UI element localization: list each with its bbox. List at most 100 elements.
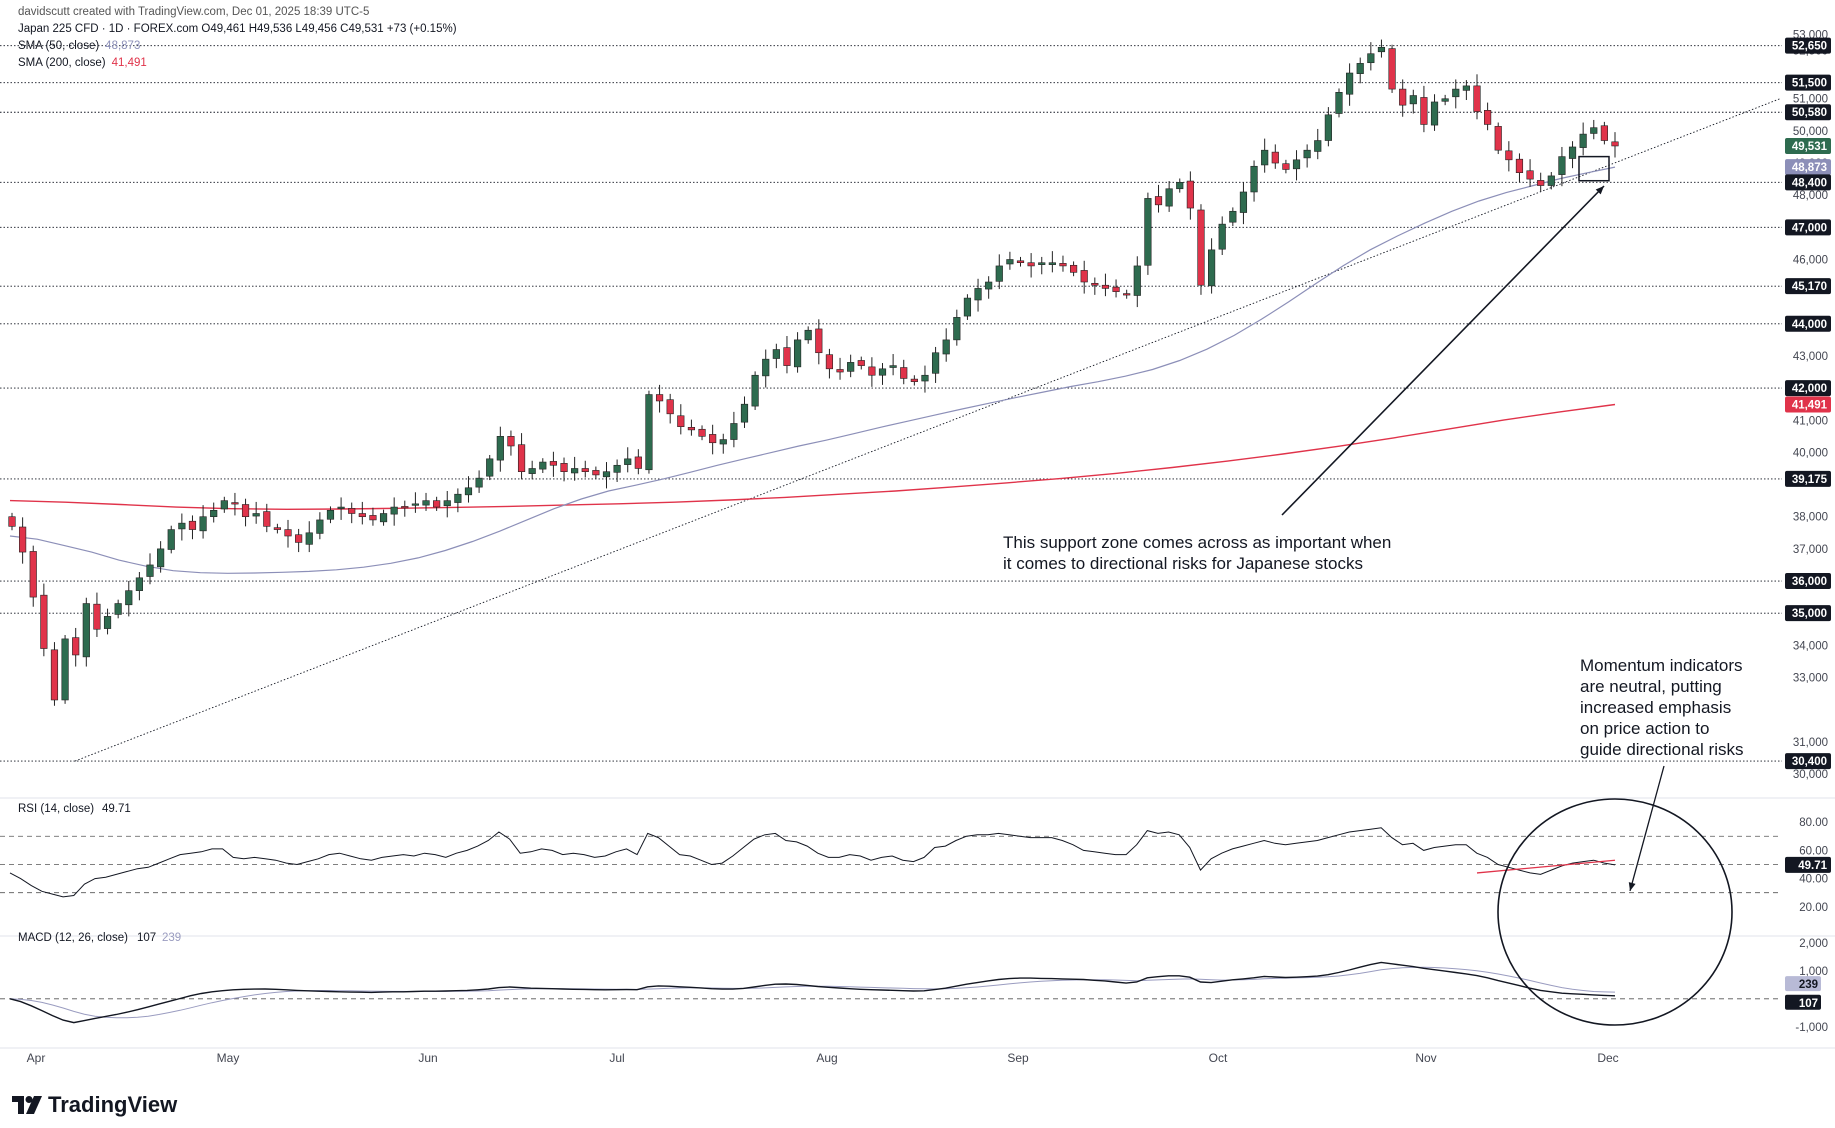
price-label-bg [1785, 470, 1831, 487]
support-arrow-line [1281, 185, 1605, 516]
candle-down [1515, 158, 1524, 173]
price-label-text: 49,531 [1792, 141, 1828, 153]
candle-down [433, 500, 441, 508]
y-tick-label: 50,000 [1793, 126, 1828, 138]
created-by-label: davidscutt created with TradingView.com,… [18, 6, 370, 18]
candle-down [1420, 97, 1428, 125]
momentum-annotation-line: guide directional risks [1580, 740, 1743, 759]
price-label-bg [1785, 573, 1831, 590]
candle-up [1367, 53, 1375, 64]
x-month-label: Oct [1209, 1051, 1228, 1065]
candle-up [199, 516, 207, 532]
x-month-label: Nov [1415, 1051, 1436, 1065]
candle-down [284, 529, 292, 537]
trendline [74, 98, 1781, 762]
price-label-badge: 49,531 [1785, 137, 1831, 154]
candle-up [772, 349, 780, 359]
macd-y-tick: 2,000 [1799, 938, 1828, 950]
price-label-bg [1785, 37, 1831, 54]
candle-down [50, 649, 59, 701]
y-tick-label: 48,000 [1793, 190, 1828, 202]
candle-up [326, 509, 335, 520]
macd-value-badge-bg [1785, 994, 1821, 1010]
candle-down [815, 328, 823, 354]
x-month-label: Jul [609, 1051, 624, 1065]
candle-up [422, 500, 430, 506]
price-label-bg [1785, 315, 1831, 332]
candle-up [847, 362, 855, 372]
annotation-arrows [1281, 185, 1665, 892]
macd-line [9, 961, 1616, 1024]
sma200-path [9, 403, 1616, 511]
macd-value-badge-text: 107 [1799, 998, 1818, 1010]
candle-up [719, 439, 727, 445]
candle-up [305, 532, 313, 545]
candle-up [1303, 149, 1311, 159]
sma50-line [9, 166, 1616, 574]
candle-down [677, 415, 685, 427]
candle-down [273, 527, 281, 530]
candle-down [1197, 209, 1205, 286]
candle-up [1144, 198, 1152, 266]
candle-up [486, 458, 494, 477]
candle-up [157, 548, 165, 568]
candle-down [1112, 286, 1120, 292]
sma200-label: SMA (200, close) [18, 57, 106, 69]
rsi-y-tick: 80.00 [1799, 817, 1828, 829]
candle-down [1069, 264, 1078, 273]
momentum-annotation-line: on price action to [1580, 719, 1709, 738]
candle-up [1208, 249, 1216, 287]
y-tick-label: 30,000 [1793, 769, 1828, 781]
candle-down [560, 463, 568, 472]
price-label-badge: 45,170 [1785, 278, 1831, 295]
candle-down [1154, 196, 1163, 206]
candle-down [1494, 126, 1502, 151]
candle-up [539, 461, 547, 470]
y-tick-label: 43,000 [1793, 351, 1828, 363]
momentum-circle [1497, 798, 1733, 1026]
candle-up [740, 403, 749, 423]
candle-down [1027, 262, 1035, 267]
tradingview-logo[interactable]: TradingView [12, 1092, 177, 1118]
price-label-text: 44,000 [1792, 319, 1827, 331]
candle-up [125, 590, 133, 606]
price-label-badge: 36,000 [1785, 573, 1831, 590]
momentum-arrow-head [1628, 882, 1636, 891]
candle-down [517, 444, 526, 472]
candle-up [974, 288, 982, 301]
candle-up [82, 603, 90, 658]
candle-up [316, 519, 324, 534]
x-month-label: Apr [27, 1051, 46, 1065]
candle-down [40, 594, 48, 649]
candle-down [358, 513, 366, 518]
sma50-path [9, 166, 1616, 574]
candle-up [624, 458, 632, 465]
candle-up [1335, 92, 1343, 114]
price-label-badge: 48,873 [1785, 159, 1831, 176]
sma50-value: 48,873 [105, 40, 141, 52]
candle-down [1101, 284, 1110, 289]
candle-up [252, 513, 260, 517]
candle-up [220, 500, 228, 510]
candle-down [634, 456, 642, 469]
y-tick-label: 40,000 [1793, 447, 1828, 459]
candle-up [178, 522, 186, 530]
candle-down [592, 470, 600, 476]
candle-up [1314, 140, 1322, 152]
candle-up [1165, 188, 1173, 207]
candle-down [1271, 151, 1279, 164]
rsi-pane: RSI (14, close) 49.71 [0, 803, 1782, 898]
candle-down [231, 502, 239, 505]
price-label-badge: 50,580 [1785, 104, 1831, 121]
candle-down [1473, 85, 1481, 112]
candle-up [645, 394, 653, 471]
price-label-bg [1785, 396, 1831, 413]
price-label-text: 35,000 [1792, 608, 1827, 620]
candle-up [1239, 191, 1248, 213]
rsi-title: RSI (14, close) [18, 803, 94, 815]
candle-down [1388, 48, 1396, 90]
macd-y-tick: 1,000 [1799, 966, 1828, 978]
candle-up [496, 436, 504, 461]
price-label-text: 45,170 [1792, 281, 1827, 293]
candle-down [1282, 163, 1290, 170]
